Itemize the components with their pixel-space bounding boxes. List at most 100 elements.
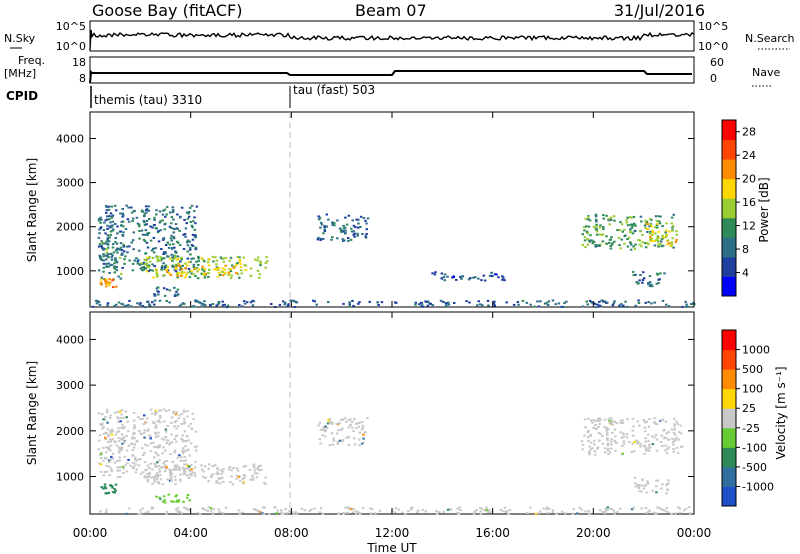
colorbar-frame [721,329,737,507]
power-cell [110,216,113,219]
power-cell [598,244,601,247]
velocity-cell [133,456,137,459]
velocity-cell [362,437,365,440]
power-cell [186,241,189,244]
power-cell [169,237,173,240]
velocity-cell [120,438,123,441]
power-cell [103,247,106,250]
velocity-cell [508,509,512,512]
velocity-cell [150,412,154,415]
power-cell [295,301,299,304]
velocity-cell [615,422,618,425]
velocity-cell [163,499,166,502]
velocity-cell [207,506,210,509]
velocity-cell [606,433,609,436]
power-cell [187,211,191,213]
velocity-cell [102,426,105,429]
power-cell [639,215,643,218]
velocity-cell [503,506,507,509]
power-cell [224,257,228,260]
velocity-cell [159,497,162,500]
power-cell [253,258,257,261]
power-cell [106,280,109,283]
power-cell [431,304,435,307]
power-cell [653,301,656,304]
power-cell [190,272,193,275]
power-cell [100,283,103,286]
velocity-cell [358,422,361,424]
velocity-cell [104,487,108,490]
power-cell [178,229,181,232]
velocity-cell [459,509,462,512]
velocity-cell [200,468,204,471]
power-cell [242,300,246,303]
power-cell [173,246,176,249]
velocity-cell [613,439,616,442]
velocity-cell [183,430,187,433]
velocity-cell [155,472,159,475]
velocity-cell [147,428,150,431]
velocity-cell [172,500,175,503]
date-title: 31/Jul/2016 [614,1,705,20]
power-cell [618,229,622,231]
velocity-cell [143,414,146,417]
cpid-mode-1: themis (tau) 3310 [94,93,202,107]
power-cell [171,206,175,209]
power-cell [108,215,111,218]
velocity-cell [180,423,183,425]
velocity-cell [182,500,185,503]
velocity-cell [280,509,283,512]
power-cell [124,255,127,258]
velocity-cell [594,420,598,423]
velocity-cell [435,510,438,512]
power-cell [322,238,325,240]
power-cell [690,303,693,305]
velocity-cell [259,511,262,514]
power-cell [174,270,178,273]
power-cell [153,265,156,268]
power-cell [114,303,118,306]
power-cell [633,230,636,233]
power-cell [229,256,233,259]
velocity-cell [133,424,136,427]
power-cell [230,274,233,277]
power-cell [189,253,192,256]
velocity-cell [370,512,373,515]
velocity-cell [111,452,115,455]
power-cell [144,267,148,270]
velocity-cell [275,512,278,515]
velocity-cell [137,464,141,467]
velocity-cell [151,468,154,471]
power-cell [111,214,115,217]
colorbar-segment [722,349,736,370]
power-cell [602,228,605,231]
power-panel-frame [89,111,695,308]
power-cell [108,226,112,229]
velocity-cell [146,444,149,447]
power-cell [663,272,666,275]
velocity-cell [102,446,105,449]
power-cell [243,302,247,305]
power-cell [685,303,688,306]
velocity-cell [189,422,193,425]
power-cell [105,240,108,243]
power-cell [157,230,160,233]
velocity-cell [619,431,622,434]
power-cell [190,257,193,260]
velocity-cell [673,428,676,430]
power-cell [179,216,182,219]
power-cell [644,246,648,249]
velocity-cell [670,428,673,431]
velocity-cell [253,466,256,469]
velocity-cell [195,449,198,452]
velocity-cell [244,464,247,467]
velocity-cell [108,438,112,441]
velocity-cell [116,466,119,469]
power-cell [100,276,103,279]
velocity-cell [584,426,587,429]
velocity-cell [551,509,555,512]
velocity-cell [133,426,136,429]
power-cell [480,279,483,282]
power-cell [105,262,108,265]
